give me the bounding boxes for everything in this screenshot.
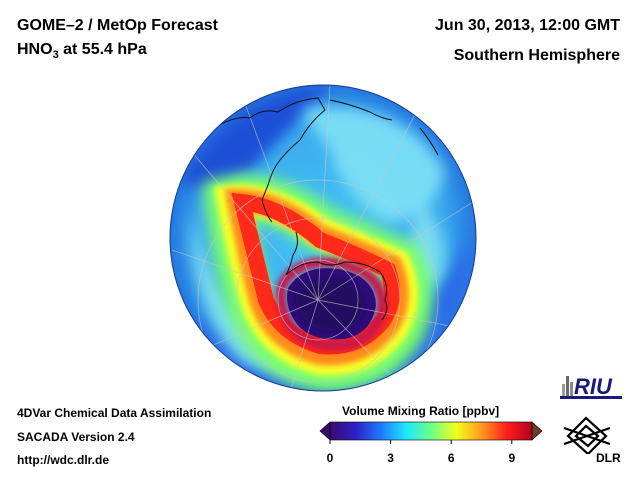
pressure-level: at 55.4 hPa: [58, 41, 147, 58]
riu-logo-text: RIU: [574, 374, 613, 399]
field-low-north: [180, 85, 330, 188]
riu-logo: RIU: [560, 372, 630, 411]
colorbar-frame: [329, 421, 533, 441]
colorbar-tick-label: 9: [508, 451, 516, 465]
globe: [170, 85, 476, 391]
hemisphere-label: Southern Hemisphere: [453, 47, 620, 64]
species-label: HNO3 at 55.4 hPa: [17, 41, 147, 61]
colorbar-tick-label: 6: [447, 451, 455, 465]
field-swirl-west: [190, 210, 360, 377]
coast-east: [419, 127, 439, 156]
colorbar-low-arrow: [319, 421, 331, 441]
colorbar-gradient: [330, 422, 532, 440]
field-ring-magenta: [276, 257, 388, 351]
graticule: [171, 85, 476, 391]
colorbar-tick-label: 3: [387, 451, 394, 465]
colorbar-ticks: [329, 440, 513, 444]
coast-antarctica: [285, 231, 388, 321]
forecast-datetime: Jun 30, 2013, 12:00 GMT: [435, 17, 620, 34]
coast-south-america: [209, 97, 326, 223]
colorbar-high-arrow: [531, 421, 543, 441]
coastlines: [209, 97, 439, 321]
website-link[interactable]: http://wdc.dlr.de: [17, 453, 109, 467]
map-title: GOME–2 / MetOp Forecast: [17, 17, 218, 34]
colorbar: [319, 421, 543, 444]
assimilation-label: 4DVar Chemical Data Assimilation: [17, 406, 212, 420]
species-subscript: 3: [52, 49, 59, 62]
dlr-logo-text: DLR: [596, 451, 621, 465]
globe-outline: [169, 84, 477, 392]
species-name: HNO: [17, 41, 53, 58]
riu-logo-graphic: RIU: [560, 374, 622, 399]
version-label: SACADA Version 2.4: [17, 430, 135, 444]
dlr-logo-icon: [562, 414, 612, 459]
colorbar-title: Volume Mixing Ratio [ppbv]: [342, 404, 500, 418]
coast-africa-tip: [329, 99, 393, 121]
field-swirl-north: [300, 107, 445, 222]
colorbar-tick-label: 0: [326, 451, 334, 465]
